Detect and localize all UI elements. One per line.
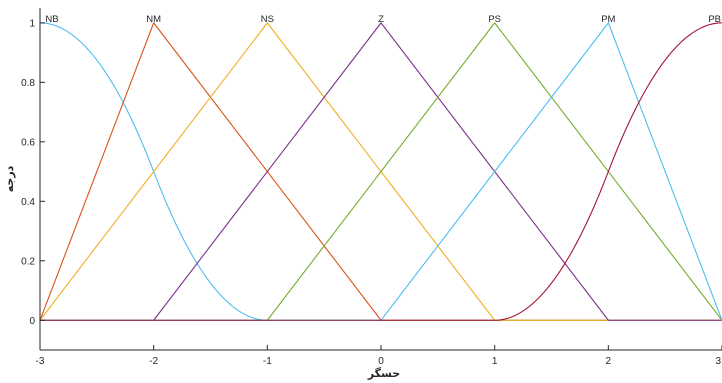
x-tick-label: -2 bbox=[149, 356, 158, 367]
y-tick-label: 0.4 bbox=[21, 197, 35, 208]
y-axis-title: درجه bbox=[3, 165, 16, 192]
series-label-nb: NB bbox=[45, 14, 58, 25]
x-tick-label: 1 bbox=[492, 356, 498, 367]
y-tick-label: 0.2 bbox=[21, 256, 35, 267]
x-tick-label: 3 bbox=[715, 356, 721, 367]
series-label-ns: NS bbox=[261, 14, 274, 25]
axis-layer: -3 -2 -1 0 1 2 3 0 0.2 0.4 0.6 0.8 1 bbox=[21, 8, 722, 367]
series-layer bbox=[39, 22, 722, 321]
x-axis-title: حسگر bbox=[367, 367, 400, 380]
series-label-ps: PS bbox=[488, 14, 501, 25]
series-label-pb: PB bbox=[708, 14, 721, 25]
y-tick-label: 0.8 bbox=[21, 78, 35, 89]
series-label-nm: NM bbox=[146, 14, 161, 25]
x-tick-label: 2 bbox=[606, 356, 612, 367]
x-tick-label: 0 bbox=[378, 356, 384, 367]
label-layer: NB NM NS Z PS PM PB bbox=[45, 14, 721, 25]
x-tick-label: -3 bbox=[36, 356, 45, 367]
x-tick-label: -1 bbox=[263, 356, 272, 367]
y-tick-label: 0.6 bbox=[21, 137, 35, 148]
y-tick-label: 1 bbox=[29, 18, 35, 29]
series-line-ps bbox=[40, 22, 722, 321]
series-line-pb bbox=[40, 22, 722, 321]
series-label-pm: PM bbox=[601, 14, 615, 25]
y-tick-label: 0 bbox=[29, 316, 35, 327]
series-label-z: Z bbox=[378, 14, 384, 25]
